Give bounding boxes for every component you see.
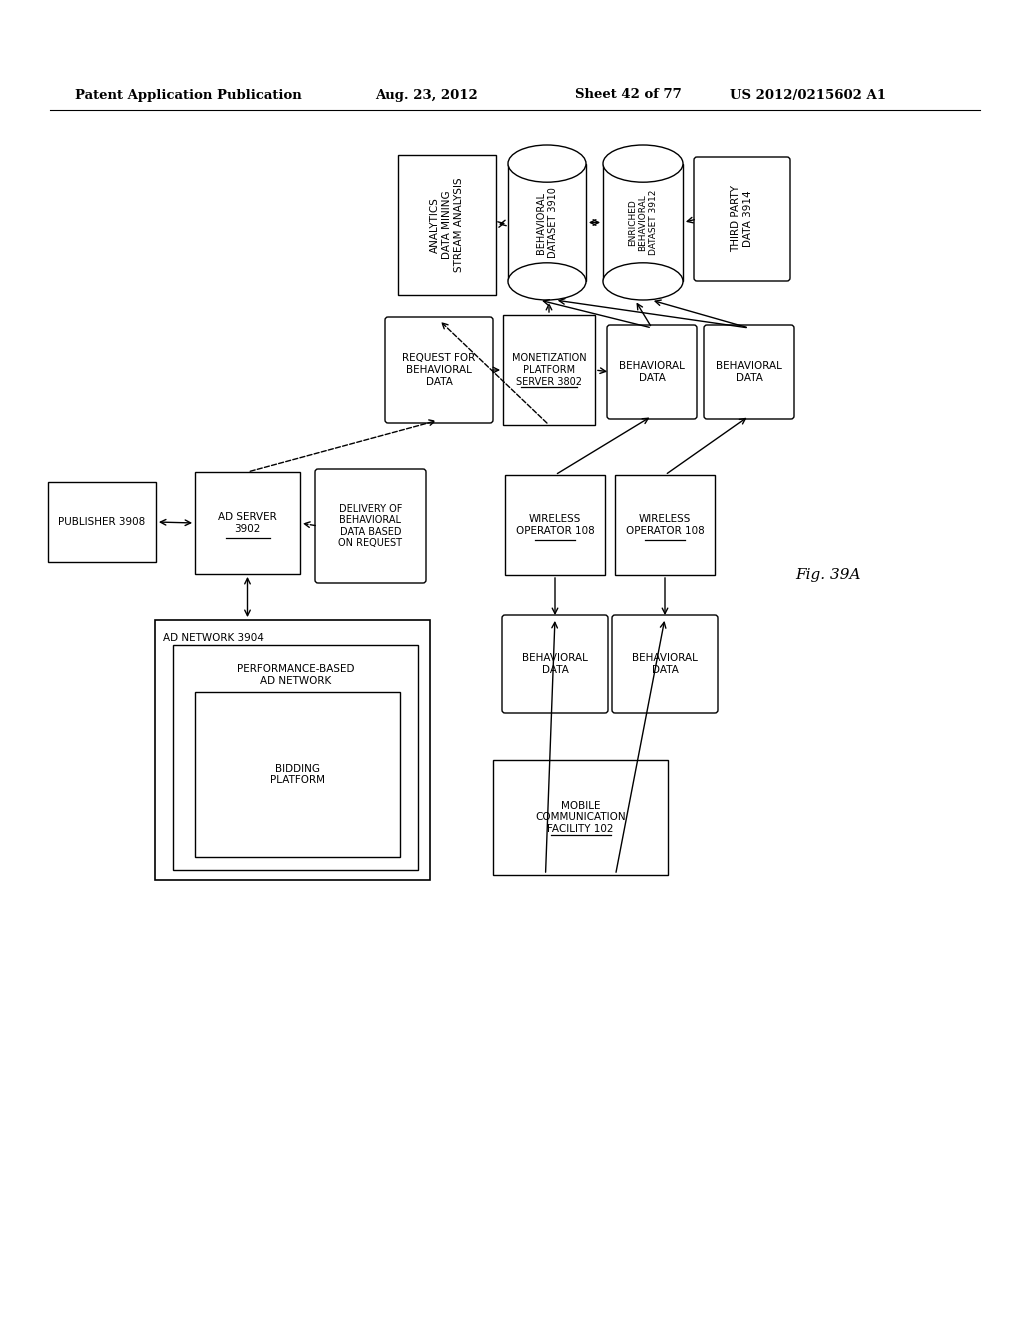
FancyBboxPatch shape: [493, 760, 668, 875]
Text: WIRELESS
OPERATOR 108: WIRELESS OPERATOR 108: [516, 515, 594, 536]
Text: Fig. 39A: Fig. 39A: [795, 568, 860, 582]
Text: MONETIZATION
PLATFORM
SERVER 3802: MONETIZATION PLATFORM SERVER 3802: [512, 354, 587, 387]
Ellipse shape: [603, 263, 683, 300]
FancyBboxPatch shape: [385, 317, 493, 422]
Text: BEHAVIORAL
DATA: BEHAVIORAL DATA: [632, 653, 698, 675]
FancyBboxPatch shape: [505, 475, 605, 576]
FancyBboxPatch shape: [612, 615, 718, 713]
FancyBboxPatch shape: [315, 469, 426, 583]
FancyBboxPatch shape: [607, 325, 697, 418]
FancyBboxPatch shape: [155, 620, 430, 880]
FancyBboxPatch shape: [48, 482, 156, 562]
Text: BIDDING
PLATFORM: BIDDING PLATFORM: [270, 764, 325, 785]
Text: PUBLISHER 3908: PUBLISHER 3908: [58, 517, 145, 527]
Text: WIRELESS
OPERATOR 108: WIRELESS OPERATOR 108: [626, 515, 705, 536]
FancyBboxPatch shape: [173, 645, 418, 870]
FancyBboxPatch shape: [615, 475, 715, 576]
FancyBboxPatch shape: [398, 154, 496, 294]
Text: ENRICHED
BEHAVIORAL
DATASET 3912: ENRICHED BEHAVIORAL DATASET 3912: [628, 190, 657, 255]
FancyBboxPatch shape: [705, 325, 794, 418]
Ellipse shape: [603, 145, 683, 182]
FancyBboxPatch shape: [502, 615, 608, 713]
Ellipse shape: [508, 145, 586, 182]
Text: BEHAVIORAL
DATA: BEHAVIORAL DATA: [620, 362, 685, 383]
Text: THIRD PARTY
DATA 3914: THIRD PARTY DATA 3914: [731, 186, 753, 252]
FancyBboxPatch shape: [603, 164, 683, 281]
FancyBboxPatch shape: [195, 692, 400, 857]
Text: PERFORMANCE-BASED
AD NETWORK: PERFORMANCE-BASED AD NETWORK: [237, 664, 354, 686]
FancyBboxPatch shape: [508, 164, 586, 281]
FancyBboxPatch shape: [503, 315, 595, 425]
FancyBboxPatch shape: [694, 157, 790, 281]
Text: Aug. 23, 2012: Aug. 23, 2012: [375, 88, 478, 102]
Text: Sheet 42 of 77: Sheet 42 of 77: [575, 88, 682, 102]
Text: ANALYTICS
DATA MINING
STREAM ANALYSIS: ANALYTICS DATA MINING STREAM ANALYSIS: [430, 178, 464, 272]
Text: BEHAVIORAL
DATA: BEHAVIORAL DATA: [522, 653, 588, 675]
FancyBboxPatch shape: [195, 473, 300, 574]
Text: Patent Application Publication: Patent Application Publication: [75, 88, 302, 102]
Text: BEHAVIORAL
DATASET 3910: BEHAVIORAL DATASET 3910: [537, 187, 558, 257]
Text: AD SERVER
3902: AD SERVER 3902: [218, 512, 276, 533]
Text: AD NETWORK 3904: AD NETWORK 3904: [163, 634, 264, 643]
Text: BEHAVIORAL
DATA: BEHAVIORAL DATA: [716, 362, 782, 383]
Ellipse shape: [508, 263, 586, 300]
Text: DELIVERY OF
BEHAVIORAL
DATA BASED
ON REQUEST: DELIVERY OF BEHAVIORAL DATA BASED ON REQ…: [339, 504, 402, 548]
Text: US 2012/0215602 A1: US 2012/0215602 A1: [730, 88, 886, 102]
Text: MOBILE
COMMUNICATION
FACILITY 102: MOBILE COMMUNICATION FACILITY 102: [536, 801, 626, 834]
Text: REQUEST FOR
BEHAVIORAL
DATA: REQUEST FOR BEHAVIORAL DATA: [402, 354, 475, 387]
